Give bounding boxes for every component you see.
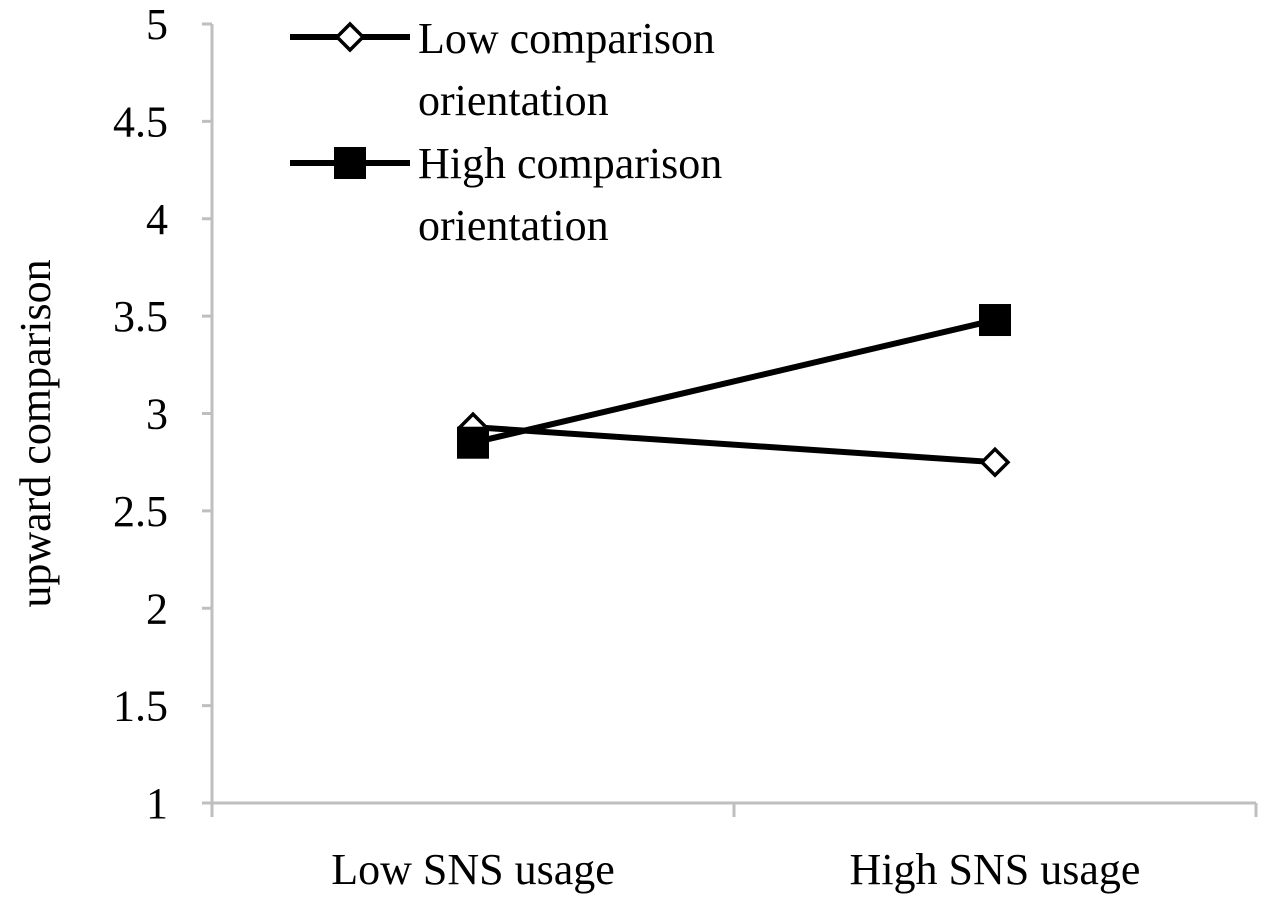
x-axis-ticks: Low SNS usage High SNS usage (210, 803, 1258, 894)
data-point (979, 304, 1011, 337)
legend-label: orientation (418, 201, 609, 250)
series-line (472, 424, 996, 466)
series-low-comparison-orientation (457, 411, 1011, 478)
y-axis-title: upward comparison (11, 259, 60, 607)
data-point (457, 426, 489, 459)
x-tick-label: Low SNS usage (331, 845, 615, 894)
series-high-comparison-orientation (457, 304, 1011, 459)
plot-area (457, 304, 1011, 478)
y-tick-label: 1 (146, 779, 168, 828)
axes (210, 24, 1256, 805)
y-tick-label: 3 (146, 390, 168, 439)
y-tick-label: 4 (146, 195, 168, 244)
legend-diamond-marker (334, 21, 366, 53)
legend-label: Low comparison (418, 14, 715, 63)
legend-label: High comparison (418, 139, 722, 188)
y-tick-label: 3.5 (113, 292, 168, 341)
legend-item: Low comparison orientation (290, 14, 715, 125)
y-tick-label: 4.5 (113, 97, 168, 146)
series-line (472, 317, 996, 446)
y-tick-label: 1.5 (113, 682, 168, 731)
x-tick-label: High SNS usage (850, 845, 1141, 894)
y-tick-label: 2 (146, 584, 168, 633)
y-tick-label: 5 (146, 0, 168, 49)
data-point (979, 446, 1011, 478)
legend-label: orientation (418, 76, 609, 125)
legend-square-marker (334, 147, 366, 179)
y-tick-label: 2.5 (113, 487, 168, 536)
y-axis-ticks: 1 1.5 2 2.5 3 3.5 4 4.5 5 (113, 0, 212, 828)
legend-item: High comparison orientation (290, 139, 722, 250)
